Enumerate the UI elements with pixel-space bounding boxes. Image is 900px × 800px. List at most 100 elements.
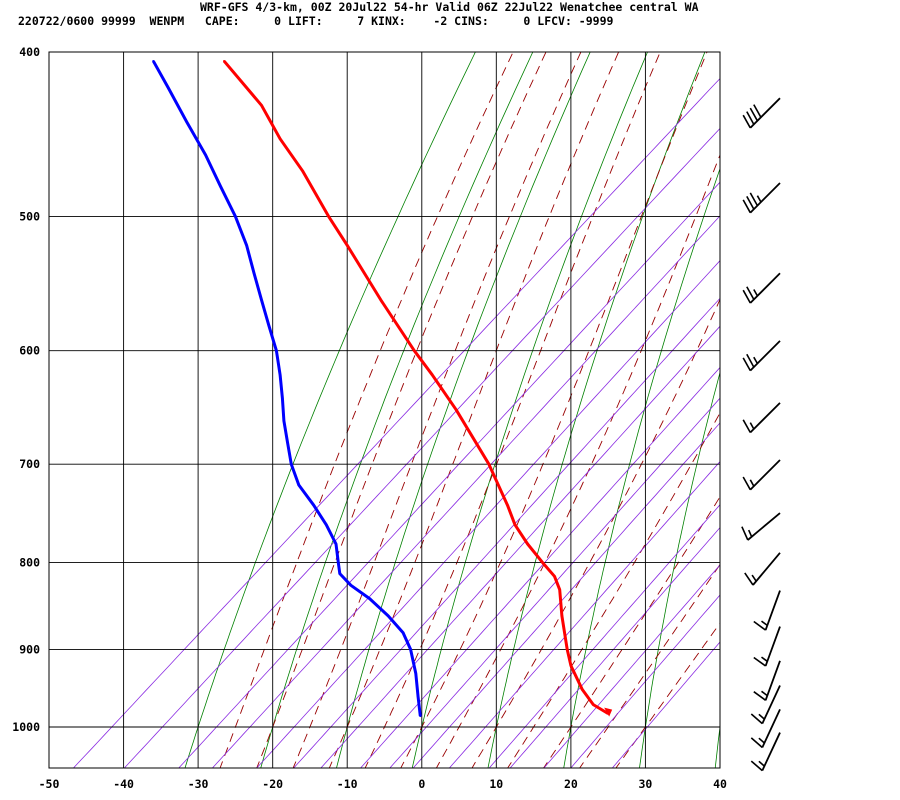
temperature-point-11 <box>506 504 509 507</box>
temperature-point-18 <box>327 215 330 218</box>
dewpoint-point-12 <box>312 504 315 507</box>
wind-barb-feather-2-2 <box>753 289 759 297</box>
y-tick-label-5: 900 <box>19 642 40 656</box>
temperature-point-3 <box>569 664 573 667</box>
mixing-ratio-line-11 <box>488 504 720 768</box>
wind-barb-feather-12-1 <box>758 737 765 744</box>
mixing-ratio-line-5 <box>293 297 720 768</box>
x-tick-label-6: 10 <box>489 777 503 791</box>
temperature-point-19 <box>301 169 304 172</box>
wind-barb-staff-13 <box>761 732 781 771</box>
x-tick-label-9: 40 <box>713 777 727 791</box>
wind-barb-staff-6 <box>747 512 781 541</box>
temperature-point-9 <box>526 542 529 546</box>
temperature-point-17 <box>346 244 349 247</box>
temperature-point-6 <box>558 588 561 591</box>
wind-barb-feather-0-0 <box>742 114 751 129</box>
wind-barb-feather-10-1 <box>761 690 768 697</box>
dewpoint-point-19 <box>275 349 278 352</box>
dewpoint-profile <box>152 60 422 717</box>
dry-adiabat-0 <box>184 52 476 768</box>
dewpoint-point-0 <box>419 714 422 718</box>
dewpoint-point-26 <box>204 153 207 157</box>
wind-barb-10 <box>753 660 781 701</box>
wind-barb-9 <box>753 626 781 667</box>
moist-adiabat-2 <box>292 52 582 768</box>
surface-temperature-marker <box>604 707 613 717</box>
wind-barb-0 <box>742 97 781 129</box>
mixing-ratio-line-2 <box>178 181 720 768</box>
dewpoint-point-9 <box>337 561 340 564</box>
mixing-ratio-line-1 <box>123 127 720 768</box>
moist-adiabat-10 <box>579 563 720 768</box>
mixing-ratio-line-7 <box>360 366 720 768</box>
temperature-point-1 <box>592 703 595 706</box>
wind-barb-11 <box>750 685 781 725</box>
wind-barb-feather-0-3 <box>753 104 762 118</box>
dewpoint-point-6 <box>368 597 371 600</box>
y-tick-label-0: 400 <box>19 45 40 59</box>
wind-barb-feather-0-2 <box>749 107 759 122</box>
temperature-point-14 <box>431 373 434 376</box>
wind-barb-feather-2-0 <box>742 289 751 304</box>
wind-barbs <box>741 97 781 772</box>
temperature-point-21 <box>260 104 263 107</box>
wind-barb-staff-4 <box>749 402 781 434</box>
dry-adiabat-2 <box>336 52 591 768</box>
temperature-point-16 <box>379 298 382 302</box>
moist-adiabat-8 <box>507 412 720 768</box>
y-tick-label-4: 800 <box>19 556 40 570</box>
dewpoint-point-20 <box>267 324 271 327</box>
moist-adiabat-0 <box>219 52 514 768</box>
temperature-point-12 <box>487 463 491 466</box>
y-tick-label-3: 700 <box>19 457 40 471</box>
wind-barb-feather-5-0 <box>742 476 751 491</box>
x-tick-label-7: 20 <box>564 777 578 791</box>
gridlines <box>48 51 721 768</box>
wind-barb-feather-11-1 <box>758 713 765 720</box>
moist-adiabat-5 <box>400 52 708 768</box>
mixing-ratio-line-3 <box>211 215 720 768</box>
dewpoint-point-5 <box>387 614 390 618</box>
temperature-point-2 <box>580 688 584 691</box>
wind-barb-staff-10 <box>764 660 781 701</box>
wind-barb-staff-1 <box>749 182 781 214</box>
mixing-ratio-line-8 <box>389 397 720 768</box>
mixing-ratio-line-15 <box>611 641 720 768</box>
temperature-point-13 <box>454 408 458 411</box>
wind-barb-feather-3-1 <box>746 353 755 368</box>
plot-frame <box>48 51 721 769</box>
temperature-point-22 <box>223 60 226 63</box>
wind-barb-staff-9 <box>764 626 781 667</box>
wind-barb-feather-1-3 <box>756 195 762 203</box>
wind-barb-feather-5-1 <box>749 479 755 487</box>
temperature-point-15 <box>413 349 416 352</box>
wind-barb-feather-3-2 <box>753 356 759 364</box>
wind-barb-feather-11-0 <box>750 713 763 725</box>
dry-adiabat-6 <box>639 370 720 768</box>
wind-barb-feather-12-0 <box>750 737 763 749</box>
wind-barb-feather-10-0 <box>753 691 767 701</box>
dewpoint-point-29 <box>152 60 155 63</box>
wind-barb-feather-9-0 <box>753 656 767 667</box>
dewpoint-point-15 <box>286 441 289 445</box>
wind-barb-staff-5 <box>749 459 781 491</box>
temperature-point-10 <box>513 523 517 526</box>
wind-barb-feather-7-1 <box>751 574 757 582</box>
y-tick-label-2: 600 <box>19 344 40 358</box>
dewpoint-point-16 <box>282 419 286 423</box>
dewpoint-point-10 <box>334 542 338 546</box>
wind-barb-staff-2 <box>749 272 781 304</box>
wind-barb-3 <box>742 340 781 372</box>
dewpoint-point-4 <box>401 631 405 634</box>
dry-adiabat-3 <box>411 52 648 768</box>
temperature-point-5 <box>560 614 564 618</box>
mixing-ratio-line-0 <box>72 77 720 768</box>
wind-barb-feather-1-2 <box>749 192 759 206</box>
wind-barb-feather-13-0 <box>750 760 763 772</box>
wind-barb-4 <box>742 402 781 434</box>
dewpoint-point-25 <box>219 185 222 188</box>
wind-barb-7 <box>744 552 781 586</box>
wind-barb-staff-3 <box>749 340 781 372</box>
dewpoint-point-24 <box>234 215 237 218</box>
